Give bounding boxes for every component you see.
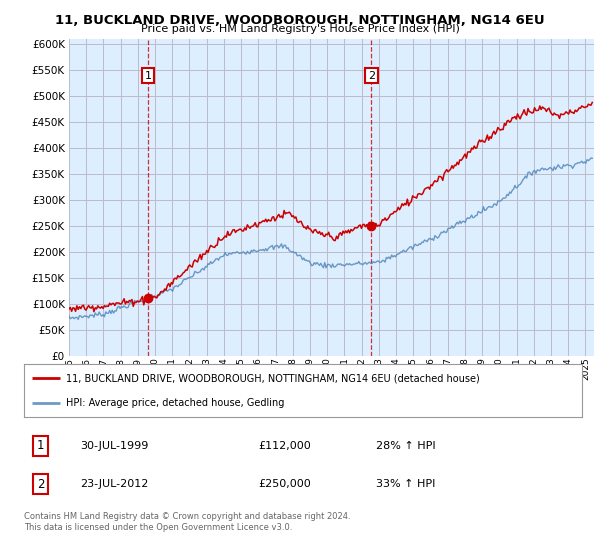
Text: Price paid vs. HM Land Registry's House Price Index (HPI): Price paid vs. HM Land Registry's House …: [140, 24, 460, 34]
Text: 1: 1: [145, 71, 151, 81]
Text: 23-JUL-2012: 23-JUL-2012: [80, 479, 148, 489]
Text: 11, BUCKLAND DRIVE, WOODBOROUGH, NOTTINGHAM, NG14 6EU (detached house): 11, BUCKLAND DRIVE, WOODBOROUGH, NOTTING…: [66, 374, 479, 384]
Text: HPI: Average price, detached house, Gedling: HPI: Average price, detached house, Gedl…: [66, 398, 284, 408]
Text: 33% ↑ HPI: 33% ↑ HPI: [376, 479, 435, 489]
Text: 30-JUL-1999: 30-JUL-1999: [80, 441, 148, 451]
Text: £250,000: £250,000: [259, 479, 311, 489]
Text: 1: 1: [37, 440, 44, 452]
Text: 28% ↑ HPI: 28% ↑ HPI: [376, 441, 435, 451]
Text: 2: 2: [37, 478, 44, 491]
Text: £112,000: £112,000: [259, 441, 311, 451]
Text: Contains HM Land Registry data © Crown copyright and database right 2024.
This d: Contains HM Land Registry data © Crown c…: [24, 512, 350, 532]
Text: 2: 2: [368, 71, 375, 81]
Text: 11, BUCKLAND DRIVE, WOODBOROUGH, NOTTINGHAM, NG14 6EU: 11, BUCKLAND DRIVE, WOODBOROUGH, NOTTING…: [55, 14, 545, 27]
